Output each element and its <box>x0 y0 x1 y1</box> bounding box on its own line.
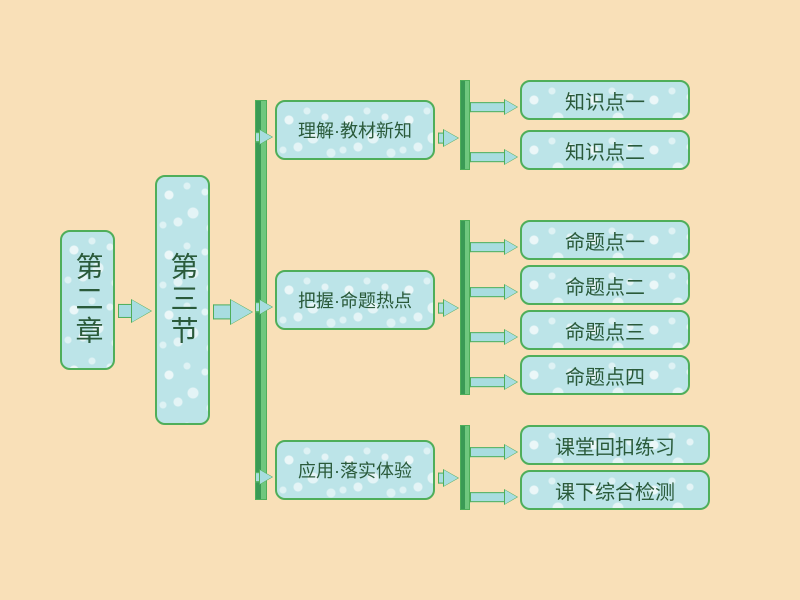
arrow-10 <box>470 240 518 254</box>
arrow-11 <box>470 285 518 299</box>
node-r7: 课堂回扣练习 <box>520 425 710 465</box>
node-r8: 课下综合检测 <box>520 470 710 510</box>
arrow-0 <box>118 300 152 322</box>
node-mid3: 应用·落实体验 <box>275 440 435 500</box>
arrow-12 <box>470 330 518 344</box>
node-label-r1: 知识点一 <box>565 86 645 115</box>
node-label-section: 第三节 <box>163 252 203 348</box>
node-r2: 知识点二 <box>520 130 690 170</box>
node-label-mid2: 把握·命题热点 <box>298 287 412 313</box>
node-label-r7: 课堂回扣练习 <box>555 431 675 460</box>
node-r6: 命题点四 <box>520 355 690 395</box>
node-label-mid1: 理解·教材新知 <box>298 117 412 143</box>
node-label-r3: 命题点一 <box>565 226 645 255</box>
node-label-r6: 命题点四 <box>565 361 645 390</box>
node-label-mid3: 应用·落实体验 <box>298 457 412 483</box>
node-mid1: 理解·教材新知 <box>275 100 435 160</box>
node-r3: 命题点一 <box>520 220 690 260</box>
arrow-13 <box>470 375 518 389</box>
node-r4: 命题点二 <box>520 265 690 305</box>
arrow-14 <box>470 445 518 459</box>
vbar-1 <box>460 80 470 170</box>
arrow-3 <box>255 300 273 314</box>
node-mid2: 把握·命题热点 <box>275 270 435 330</box>
node-chapter: 第二章 <box>60 230 115 370</box>
arrow-2 <box>255 130 273 144</box>
node-section: 第三节 <box>155 175 210 425</box>
arrow-8 <box>470 100 518 114</box>
node-label-r2: 知识点二 <box>565 136 645 165</box>
arrow-9 <box>470 150 518 164</box>
arrow-4 <box>255 470 273 484</box>
vbar-3 <box>460 425 470 510</box>
arrow-6 <box>438 300 458 316</box>
diagram-stage: 第二章 第三节 理解·教材新知把握·命题热点应用·落实体验 知识点一知识点二命题点一命… <box>0 0 800 600</box>
node-label-chapter: 第二章 <box>68 252 108 348</box>
arrow-15 <box>470 490 518 504</box>
arrow-5 <box>438 130 458 146</box>
node-label-r5: 命题点三 <box>565 316 645 345</box>
node-r1: 知识点一 <box>520 80 690 120</box>
node-label-r4: 命题点二 <box>565 271 645 300</box>
node-r5: 命题点三 <box>520 310 690 350</box>
arrow-1 <box>213 300 253 324</box>
node-label-r8: 课下综合检测 <box>555 476 675 505</box>
vbar-2 <box>460 220 470 395</box>
arrow-7 <box>438 470 458 486</box>
